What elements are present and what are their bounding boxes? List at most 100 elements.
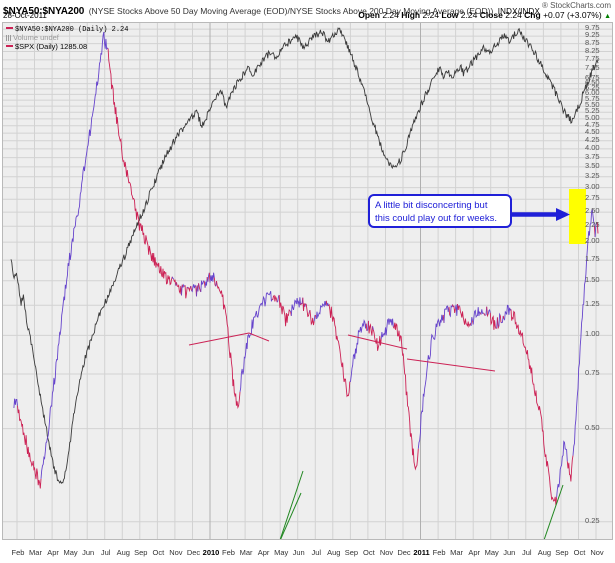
y-axis-tick: 4.50 — [585, 127, 600, 137]
x-axis-tick: Jun — [503, 548, 516, 557]
series-line-ratio-rising — [458, 305, 461, 307]
x-axis-tick: May — [484, 548, 499, 557]
y-axis-tick: 6.50 — [585, 77, 600, 87]
series-line-ratio-falling — [367, 320, 374, 336]
x-axis-tick: Feb — [222, 548, 235, 557]
series-line-ratio-rising — [498, 312, 501, 327]
series-line-ratio-rising — [204, 277, 208, 288]
x-axis-tick: Apr — [47, 548, 59, 557]
x-axis-tick: Nov — [379, 548, 394, 557]
close-label: Close — [479, 10, 503, 20]
annotation-trendline — [280, 492, 302, 539]
series-line-ratio-falling — [566, 455, 574, 482]
y-axis-tick: 5.00 — [585, 112, 600, 122]
y-axis-tick: 2.75 — [585, 193, 600, 203]
x-axis-tick: Jun — [82, 548, 95, 557]
callout-arrow-icon — [512, 208, 570, 221]
series-line-ratio-rising — [13, 398, 18, 409]
x-axis-tick: May — [63, 548, 78, 557]
y-axis-tick: 4.25 — [585, 134, 600, 144]
series-line-ratio-falling — [17, 405, 42, 489]
series-line-ratio-falling — [483, 313, 486, 316]
chart-title: $NYA50:$NYA200 (NYSE Stocks Above 50 Day… — [3, 1, 540, 19]
high-value: 2.24 — [422, 10, 440, 20]
series-line-ratio-falling — [278, 294, 291, 327]
annotation-line-2: this could play out for weeks. — [375, 213, 497, 224]
legend-label-volume: Volume undef — [13, 33, 59, 42]
x-axis-tick: Nov — [590, 548, 604, 557]
series-line-ratio-falling — [309, 310, 315, 326]
x-axis-tick: Apr — [468, 548, 481, 557]
series-line-ratio-rising — [594, 223, 597, 238]
y-axis-tick: 0.75 — [585, 368, 600, 377]
series-line-ratio-falling — [372, 329, 382, 351]
x-axis-tick: Oct — [152, 548, 165, 557]
x-axis-tick: Mar — [239, 548, 253, 557]
series-line-ratio-rising — [349, 319, 367, 383]
series-line-ratio-rising — [186, 286, 189, 289]
series-line-ratio-falling — [448, 306, 451, 316]
x-axis-tick: Sep — [134, 548, 148, 557]
series-line-ratio-rising — [503, 304, 512, 321]
legend-label-spx: $SPX (Daily) 1285.08 — [15, 42, 88, 51]
chart-legend: $NYA50:$NYA200 (Daily) 2.24 Volume undef… — [6, 24, 128, 51]
chg-label: Chg — [524, 10, 541, 20]
y-axis-tick: 3.50 — [585, 160, 600, 170]
chart-plot-area[interactable]: $NYA50:$NYA200 (Daily) 2.24 Volume undef… — [2, 22, 613, 540]
y-axis-tick: 6.25 — [585, 82, 600, 92]
x-axis-tick: Sep — [344, 548, 359, 557]
y-axis-tick: 1.50 — [585, 274, 600, 284]
series-line-ratio-falling — [365, 323, 368, 331]
legend-item-spx: $SPX (Daily) 1285.08 — [6, 42, 128, 51]
series-line-ratio-falling — [176, 282, 182, 296]
open-value: 2.24 — [382, 10, 399, 20]
y-axis-tick: 1.75 — [585, 254, 600, 264]
series-line-ratio-rising — [449, 304, 453, 318]
x-axis-tick: Mar — [450, 548, 464, 557]
series-line-ratio-rising — [572, 209, 595, 456]
series-line-ratio-falling — [453, 305, 456, 313]
y-axis-tick: 7.25 — [585, 62, 600, 72]
legend-item-ratio: $NYA50:$NYA200 (Daily) 2.24 — [6, 24, 128, 34]
series-line-ratio-falling — [486, 306, 489, 318]
series-line-ratio-rising — [40, 31, 109, 479]
y-axis-tick: 3.75 — [585, 151, 600, 161]
low-value: 2.24 — [460, 10, 478, 20]
chart-date: 28-Oct-2011 — [3, 11, 47, 20]
y-axis-tick: 7.75 — [585, 53, 600, 63]
x-axis-tick: Aug — [327, 548, 341, 557]
x-axis-tick: Aug — [537, 548, 552, 557]
series-line-ratio-falling — [510, 309, 558, 506]
x-axis-tick: Oct — [573, 548, 586, 557]
annotation-callout[interactable]: A little bit disconcerting but this coul… — [368, 194, 512, 228]
x-axis-labels: Feb Mar Apr May Jun Jul Aug Sep Oct Nov Dec 2010 Feb… — [2, 541, 613, 563]
chart-header: $NYA50:$NYA200 (NYSE Stocks Above 50 Day… — [0, 0, 615, 22]
series-line-ratio-rising — [556, 440, 568, 498]
series-line-ratio-rising — [372, 326, 374, 330]
legend-swatch-ratio — [6, 27, 13, 29]
series-line-ratio-rising — [171, 276, 175, 280]
series-line-ratio-rising — [443, 305, 450, 323]
series-line-ratio-falling — [459, 306, 472, 329]
series-line-ratio-rising — [181, 284, 183, 296]
annotation-trendline — [347, 334, 408, 350]
x-axis-tick: 2011 — [413, 548, 430, 557]
y-axis-tick: 0.25 — [585, 515, 600, 525]
stockcharts-watermark: ® StockCharts.com — [541, 1, 611, 10]
symbol-exchange: INDX/INDX — [497, 7, 540, 16]
y-axis-tick: 1.25 — [585, 299, 600, 309]
annotation-line-1: A little bit disconcerting but — [375, 200, 488, 211]
series-line-ratio-falling — [271, 294, 278, 303]
x-axis-tick: Oct — [363, 548, 375, 557]
annotation-trendline — [248, 332, 270, 342]
series-line-ratio-falling — [489, 312, 497, 330]
series-line-ratio-rising — [182, 283, 185, 288]
series-line-ratio-falling — [328, 303, 351, 398]
x-axis-tick: Jul — [100, 548, 111, 557]
series-line-ratio-falling — [184, 285, 188, 299]
up-arrow-icon: ▲ — [604, 13, 611, 20]
series-line-ratio-rising — [239, 291, 273, 392]
y-axis-tick: 8.75 — [585, 37, 600, 47]
chart-gridlines — [3, 23, 612, 539]
x-axis-tick: Jul — [522, 548, 532, 557]
